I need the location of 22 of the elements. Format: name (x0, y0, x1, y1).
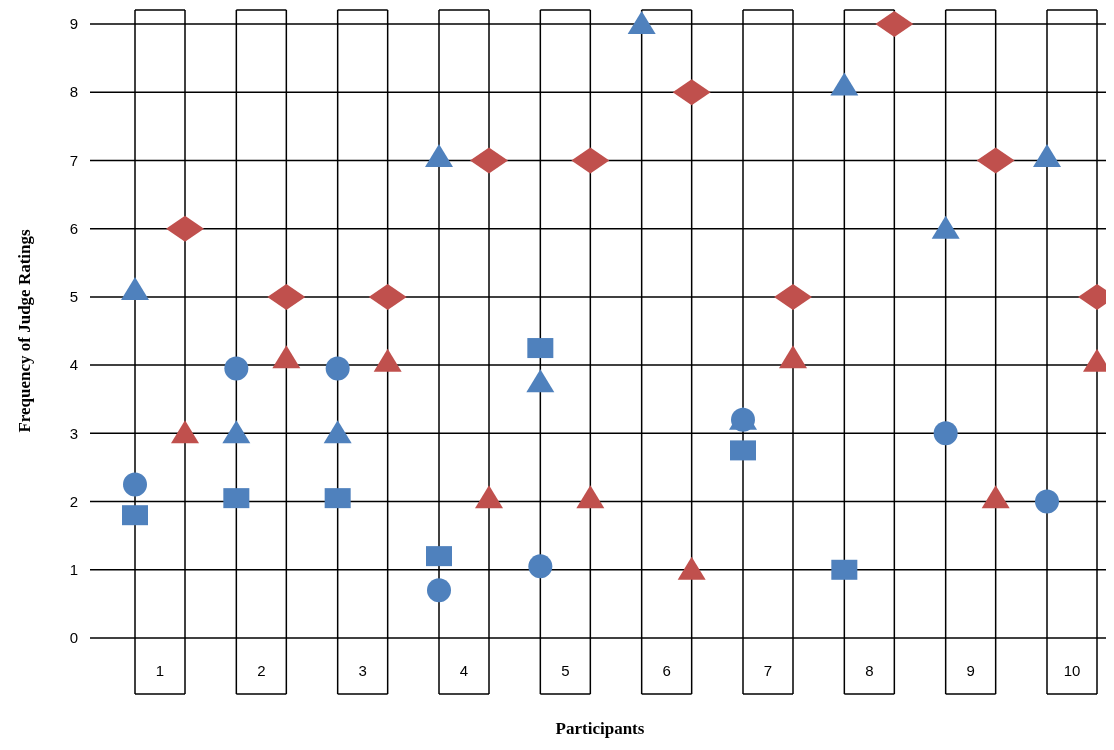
x-axis-title: Participants (555, 719, 645, 738)
y-tick-label: 1 (69, 561, 78, 579)
y-tick-label: 7 (69, 151, 78, 169)
x-tick-label: 5 (561, 662, 570, 679)
x-tick-label: 6 (662, 662, 671, 679)
x-tick-label: 8 (865, 662, 874, 679)
x-tick-label: 10 (1063, 662, 1081, 679)
y-tick-label: 5 (69, 288, 78, 306)
x-tick-label: 3 (358, 662, 367, 679)
y-tick-label: 4 (69, 356, 78, 374)
y-tick-label: 6 (69, 219, 78, 237)
y-tick-label: 0 (69, 629, 78, 647)
y-tick-label: 9 (69, 15, 78, 33)
y-axis-title: Frequency of Judge Ratings (15, 229, 34, 433)
x-tick-label: 2 (257, 662, 266, 679)
y-tick-label: 8 (69, 83, 78, 101)
y-tick-label: 2 (69, 492, 78, 510)
x-tick-label: 7 (763, 662, 773, 679)
x-tick-label: 9 (966, 662, 975, 679)
x-tick-label: 1 (155, 662, 165, 679)
y-tick-label: 3 (69, 424, 78, 442)
x-tick-label: 4 (459, 662, 469, 679)
